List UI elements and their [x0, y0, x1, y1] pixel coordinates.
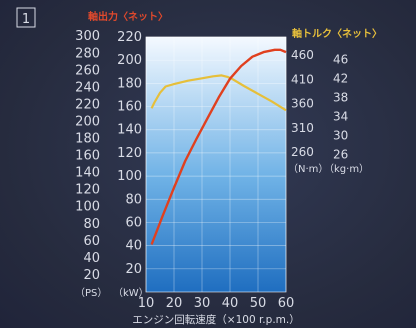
- nm-axis: 260 310 360 410 460: [291, 48, 314, 159]
- figure-label: 1: [22, 12, 30, 27]
- ps-tick-label: 140: [75, 166, 100, 181]
- kw-axis: 20 40 60 80 100 120 140 160 180 200 220: [117, 30, 142, 277]
- ps-axis: 20 40 60 80 100 120 140 160 180 200 220 240 260 280 30…: [75, 29, 100, 283]
- x-tick-label: 40: [222, 296, 239, 311]
- torque-axis-title: 軸トルク〈ネット〉: [292, 27, 382, 40]
- kw-tick-label: 140: [117, 123, 142, 138]
- kgm-unit-label: （kg·m）: [324, 163, 369, 175]
- nm-tick-label: 260: [291, 145, 314, 159]
- kw-tick-label: 120: [117, 146, 142, 161]
- ps-tick-label: 260: [75, 63, 100, 78]
- ps-tick-label: 220: [75, 97, 100, 112]
- kgm-tick-label: 42: [333, 71, 348, 85]
- ps-tick-label: 80: [83, 217, 100, 232]
- kw-tick-label: 200: [117, 53, 142, 68]
- nm-tick-label: 410: [291, 72, 314, 86]
- kw-tick-label: 180: [117, 76, 142, 91]
- nm-tick-label: 460: [291, 48, 314, 62]
- x-tick-label: 50: [250, 296, 267, 311]
- kgm-axis: 26 30 34 38 42 46: [333, 52, 348, 161]
- x-tick-label: 30: [194, 296, 211, 311]
- kw-tick-label: 100: [117, 169, 142, 184]
- kw-tick-label: 220: [117, 30, 142, 45]
- kgm-tick-label: 38: [333, 90, 348, 104]
- x-tick-label: 60: [278, 296, 295, 311]
- power-curve: [150, 48, 287, 245]
- kgm-tick-label: 46: [333, 52, 348, 66]
- plot-border: [145, 36, 287, 293]
- ps-tick-label: 60: [83, 234, 100, 249]
- ps-unit-label: （PS）: [75, 287, 107, 299]
- plot-area: [146, 37, 286, 292]
- x-axis: 10 20 30 40 50 60: [138, 296, 295, 311]
- x-tick-label: 10: [138, 296, 155, 311]
- grid-lines: [145, 36, 287, 292]
- kgm-tick-label: 34: [333, 109, 348, 123]
- ps-tick-label: 160: [75, 149, 100, 164]
- power-axis-title: 軸出力〈ネット〉: [88, 10, 168, 23]
- kw-tick-label: 80: [125, 192, 142, 207]
- figure-label-box: [16, 7, 36, 28]
- ps-tick-label: 180: [75, 132, 100, 147]
- ps-tick-label: 280: [75, 46, 100, 61]
- kgm-tick-label: 30: [333, 128, 348, 142]
- nm-unit-label: （N·m）: [288, 163, 328, 175]
- nm-tick-label: 360: [291, 97, 314, 111]
- ps-tick-label: 40: [83, 251, 100, 266]
- ps-tick-label: 20: [83, 268, 100, 283]
- kw-tick-label: 40: [125, 239, 142, 254]
- kw-tick-label: 60: [125, 215, 142, 230]
- torque-curve: [150, 74, 287, 112]
- ps-tick-label: 240: [75, 80, 100, 95]
- nm-tick-label: 310: [291, 121, 314, 135]
- kgm-tick-label: 26: [333, 147, 348, 161]
- kw-unit-label: （kW）: [113, 287, 149, 299]
- x-tick-label: 20: [166, 296, 183, 311]
- ps-tick-label: 100: [75, 200, 100, 215]
- ps-tick-label: 120: [75, 183, 100, 198]
- ps-tick-label: 300: [75, 29, 100, 44]
- ps-tick-label: 200: [75, 114, 100, 129]
- kw-tick-label: 160: [117, 100, 142, 115]
- x-axis-label: エンジン回転速度（×100 r.p.m.）: [132, 313, 299, 326]
- kw-tick-label: 20: [125, 262, 142, 277]
